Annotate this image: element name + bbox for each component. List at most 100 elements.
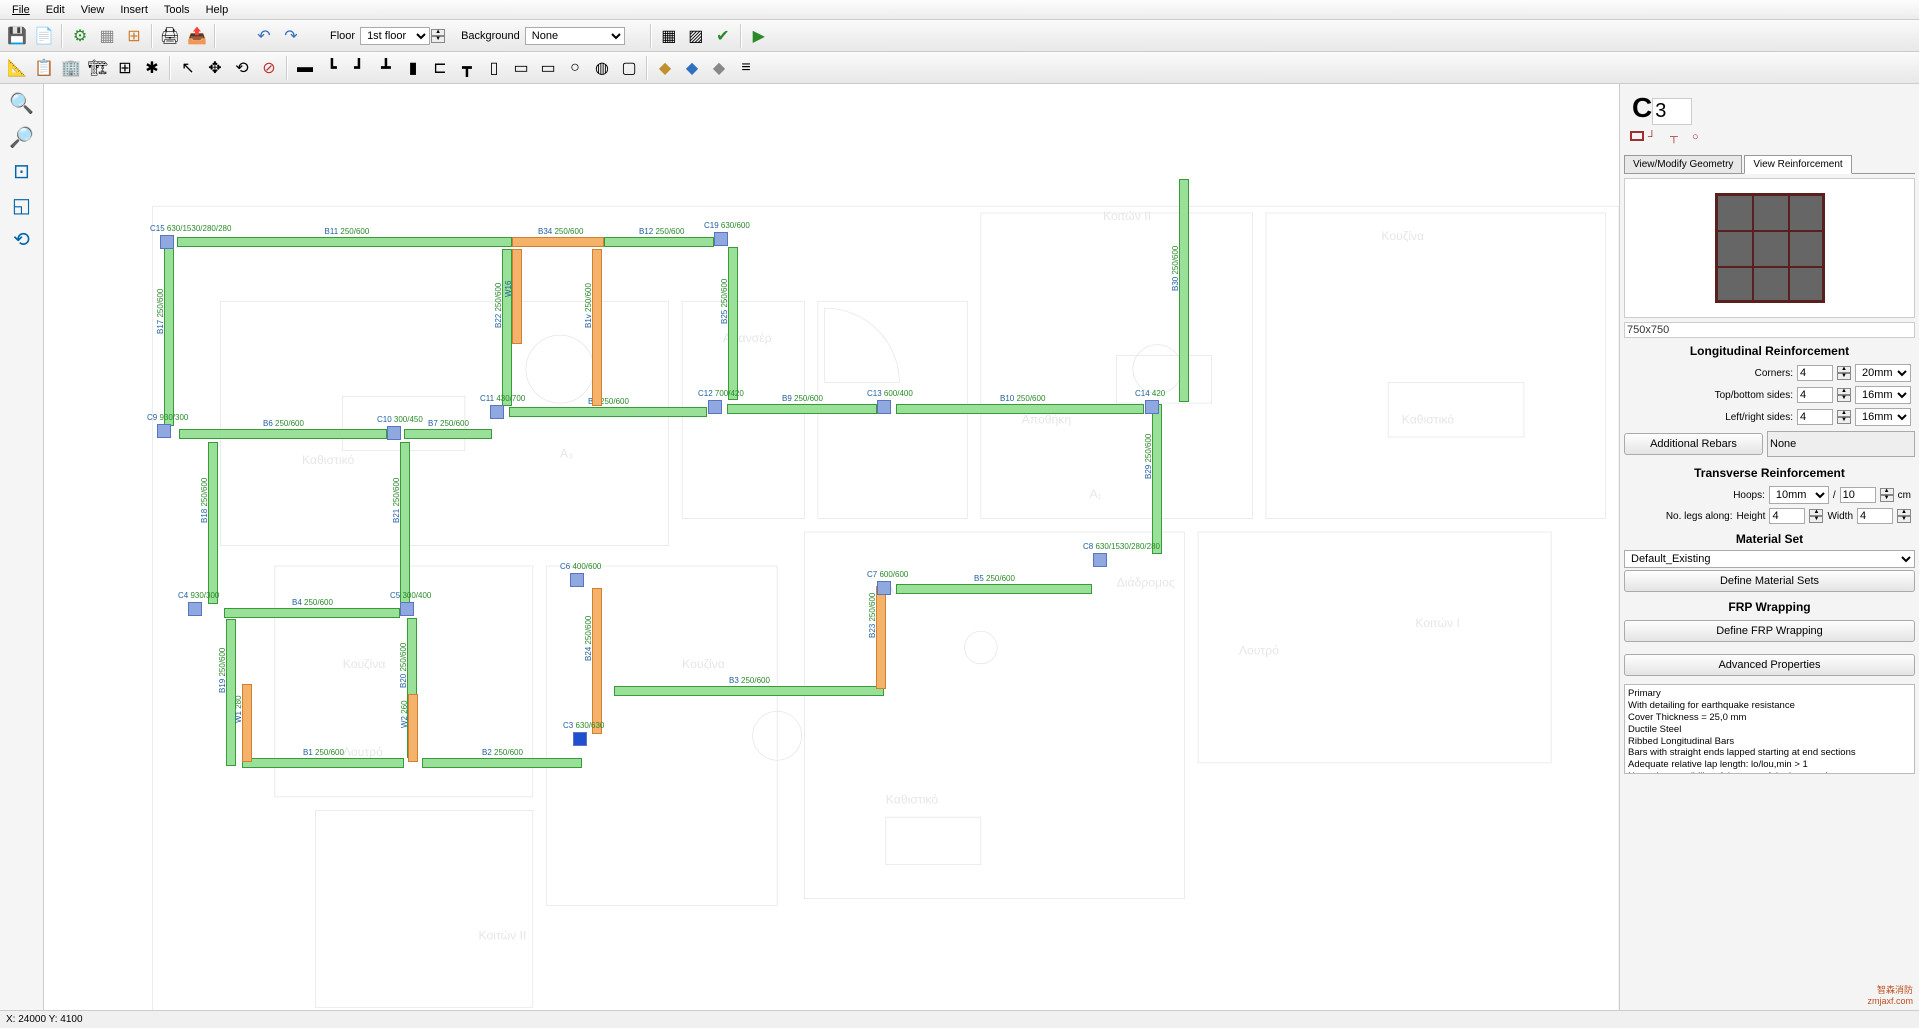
sect-sq-icon[interactable]: ▢ <box>616 55 642 81</box>
save-icon[interactable]: 💾 <box>4 23 30 49</box>
column-C3[interactable] <box>573 732 587 746</box>
tab-reinforcement[interactable]: View Reinforcement <box>1744 155 1851 174</box>
zoom-out-icon[interactable]: 🔎 <box>7 122 37 152</box>
sect-l1-icon[interactable]: ┗ <box>319 55 345 81</box>
define-material-sets-button[interactable]: Define Material Sets <box>1624 570 1915 592</box>
shape-o-icon[interactable]: ○ <box>1692 131 1710 149</box>
beam-B29[interactable] <box>1152 404 1162 554</box>
beam-B25[interactable] <box>728 247 738 400</box>
beam-B21[interactable] <box>400 442 410 604</box>
dwg-icon[interactable]: 📄 <box>31 23 57 49</box>
drawing-canvas[interactable]: ΚαθιστικόΚοιτών ΙΙ ΚουζίναΚαθιστικό Αποθ… <box>44 84 1619 1010</box>
rotate-icon[interactable]: ⟲ <box>229 55 255 81</box>
zoom-in-icon[interactable]: 🔍 <box>7 88 37 118</box>
beam-B24[interactable] <box>592 588 602 734</box>
section-dim-input[interactable] <box>1624 322 1915 338</box>
define-frp-button[interactable]: Define FRP Wrapping <box>1624 620 1915 642</box>
column-number-input[interactable] <box>1652 98 1692 125</box>
menu-view[interactable]: View <box>73 2 113 18</box>
sect-t1-icon[interactable]: ┻ <box>373 55 399 81</box>
sect-c-icon[interactable]: ⊏ <box>427 55 453 81</box>
advanced-properties-button[interactable]: Advanced Properties <box>1624 654 1915 676</box>
beam-W16[interactable] <box>512 249 522 344</box>
corners-input[interactable] <box>1797 365 1833 381</box>
gear-icon[interactable]: ⚙ <box>67 23 93 49</box>
lr-input[interactable] <box>1797 409 1833 425</box>
tb-spinner[interactable]: ▲▼ <box>1837 388 1851 402</box>
column-C7[interactable] <box>877 581 891 595</box>
menu-help[interactable]: Help <box>198 2 237 18</box>
beam-B9[interactable] <box>727 404 877 414</box>
hoops-spacing-input[interactable] <box>1840 487 1876 503</box>
zoom-prev-icon[interactable]: ⟲ <box>7 224 37 254</box>
cursor-icon[interactable]: ↖ <box>175 55 201 81</box>
additional-rebars-button[interactable]: Additional Rebars <box>1624 433 1763 455</box>
beam-B18[interactable] <box>208 442 218 604</box>
sect-i-icon[interactable]: ▮ <box>400 55 426 81</box>
column-C14[interactable] <box>1145 400 1159 414</box>
redo-icon[interactable]: ↷ <box>278 23 304 49</box>
beam-B11[interactable] <box>177 237 512 247</box>
slab2-icon[interactable]: ◆ <box>679 55 705 81</box>
beam-B1v[interactable] <box>592 249 602 406</box>
sect-o-icon[interactable]: ○ <box>562 55 588 81</box>
grid-icon[interactable]: ⊞ <box>121 23 147 49</box>
column-C11[interactable] <box>490 405 504 419</box>
stairs-icon[interactable]: ≡ <box>733 55 759 81</box>
beam-B1[interactable] <box>242 758 404 768</box>
dwg4-icon[interactable]: 🏗 <box>85 55 111 81</box>
sect-x-icon[interactable]: ▭ <box>535 55 561 81</box>
dwg3-icon[interactable]: 🏢 <box>58 55 84 81</box>
column-C13[interactable] <box>877 400 891 414</box>
beam-B34[interactable] <box>512 237 604 247</box>
corners-dia-select[interactable]: 20mm <box>1855 364 1911 382</box>
hoops-dia-select[interactable]: 10mm <box>1769 486 1829 504</box>
material-set-select[interactable]: Default_Existing <box>1624 550 1915 568</box>
print-icon[interactable]: 🖨 <box>157 23 183 49</box>
dwg5-icon[interactable]: ⊞ <box>112 55 138 81</box>
layer2-icon[interactable]: ▨ <box>683 23 709 49</box>
menu-file[interactable]: File <box>4 2 38 18</box>
beam-B19[interactable] <box>226 619 236 766</box>
menu-edit[interactable]: Edit <box>38 2 73 18</box>
column-C9[interactable] <box>157 424 171 438</box>
beam-B23[interactable] <box>876 586 886 689</box>
beam-B3[interactable] <box>614 686 884 696</box>
column-C10[interactable] <box>387 426 401 440</box>
shape-l-icon[interactable]: ┘ <box>1648 131 1666 149</box>
background-select[interactable]: None <box>525 27 625 45</box>
lr-dia-select[interactable]: 16mm <box>1855 408 1911 426</box>
beam-B7[interactable] <box>404 429 492 439</box>
slab3-icon[interactable]: ◆ <box>706 55 732 81</box>
shape-t-icon[interactable]: ┬ <box>1670 131 1688 149</box>
beam-B30[interactable] <box>1179 179 1189 402</box>
corners-spinner[interactable]: ▲▼ <box>1837 366 1851 380</box>
column-C4[interactable] <box>188 602 202 616</box>
lr-spinner[interactable]: ▲▼ <box>1837 410 1851 424</box>
shape-rect-icon[interactable] <box>1630 131 1644 141</box>
tab-geometry[interactable]: View/Modify Geometry <box>1624 155 1742 173</box>
sect-z-icon[interactable]: ▭ <box>508 55 534 81</box>
slab1-icon[interactable]: ◆ <box>652 55 678 81</box>
floor-spinner[interactable]: ▲▼ <box>431 29 445 43</box>
beam-B8[interactable] <box>509 407 707 417</box>
column-C5[interactable] <box>400 602 414 616</box>
beam-W1[interactable] <box>242 684 252 762</box>
hoops-spinner[interactable]: ▲▼ <box>1880 488 1894 502</box>
run-icon[interactable]: ▶ <box>746 23 772 49</box>
menu-tools[interactable]: Tools <box>156 2 198 18</box>
legs-width-input[interactable] <box>1857 508 1893 524</box>
beam-B4[interactable] <box>224 608 400 618</box>
dwg1-icon[interactable]: 📐 <box>4 55 30 81</box>
delete-icon[interactable]: ⊘ <box>256 55 282 81</box>
sect-ring-icon[interactable]: ◍ <box>589 55 615 81</box>
dwg2-icon[interactable]: 📋 <box>31 55 57 81</box>
box-icon[interactable]: ▦ <box>94 23 120 49</box>
move-icon[interactable]: ✥ <box>202 55 228 81</box>
sect-l2-icon[interactable]: ┛ <box>346 55 372 81</box>
column-C6[interactable] <box>570 573 584 587</box>
sect-rect-icon[interactable]: ▬ <box>292 55 318 81</box>
column-C8[interactable] <box>1093 553 1107 567</box>
beam-W2[interactable] <box>408 694 418 762</box>
export-icon[interactable]: 📤 <box>184 23 210 49</box>
